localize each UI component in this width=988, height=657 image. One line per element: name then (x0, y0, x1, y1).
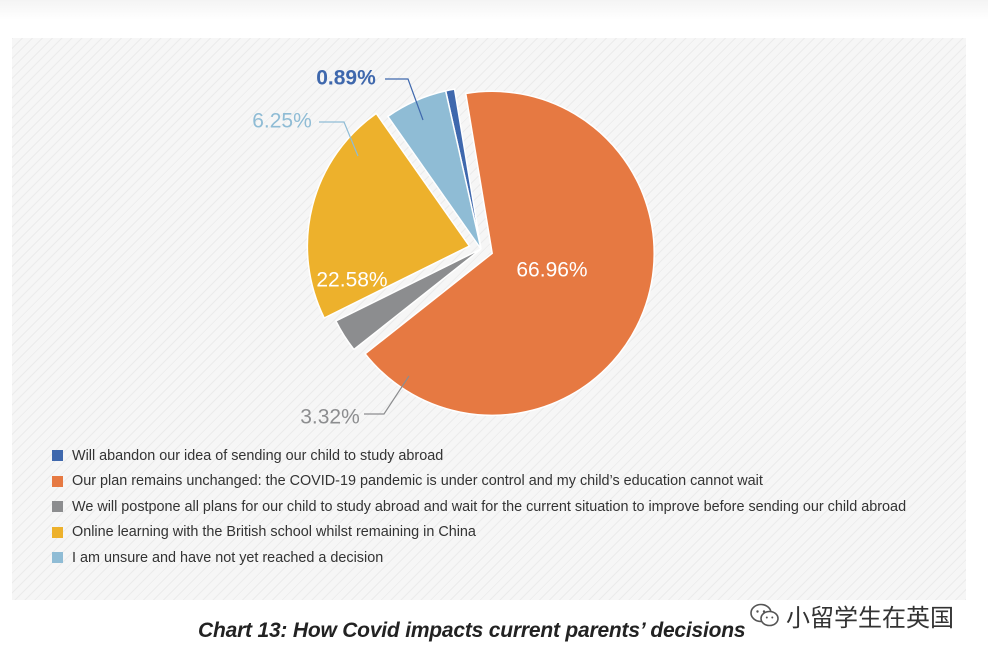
legend-label: Online learning with the British school … (72, 524, 476, 541)
leader-line (319, 121, 359, 157)
legend-item-unsure: I am unsure and have not yet reached a d… (52, 545, 906, 571)
legend-label: I am unsure and have not yet reached a d… (72, 549, 384, 566)
slice-value-label: 6.25% (252, 110, 312, 133)
chart-title: Chart 13: How Covid impacts current pare… (198, 619, 746, 642)
legend-label: We will postpone all plans for our child… (72, 498, 907, 515)
pie-slice (334, 248, 482, 351)
slice-value-label: 22.58% (316, 269, 387, 292)
legend-swatch (52, 501, 63, 513)
slice-value-label: 0.89% (316, 67, 376, 90)
legend-item-unchanged: Our plan remains unchanged: the COVID-19… (52, 469, 906, 495)
legend: Will abandon our idea of sending our chi… (52, 443, 906, 571)
watermark: 小留学生在英国 (750, 598, 954, 633)
pie-slice (306, 112, 471, 320)
legend-item-abandon: Will abandon our idea of sending our chi… (52, 443, 906, 469)
legend-swatch (52, 526, 63, 538)
legend-label: Our plan remains unchanged: the COVID-19… (72, 473, 763, 490)
wechat-icon (750, 603, 779, 626)
pie-slice (364, 90, 655, 417)
slice-value-label: 3.32% (300, 406, 360, 429)
chart-panel: 0.89% 66.96% 3.32% 22.58% 6.25% Will abandon… (12, 38, 966, 600)
legend-swatch (52, 475, 63, 487)
leader-line (385, 78, 424, 121)
legend-swatch (52, 552, 63, 564)
top-band (0, 0, 988, 20)
pie-chart: 0.89% 66.96% 3.32% 22.58% 6.25% (252, 67, 655, 429)
watermark-text: 小留学生在英国 (786, 604, 954, 632)
legend-item-online: Online learning with the British school … (52, 520, 906, 546)
legend-label: Will abandon our idea of sending our chi… (72, 447, 444, 464)
leader-line (364, 375, 410, 415)
legend-item-postpone: We will postpone all plans for our child… (52, 494, 906, 520)
slice-value-label: 66.96% (516, 259, 587, 282)
legend-swatch (52, 450, 63, 462)
